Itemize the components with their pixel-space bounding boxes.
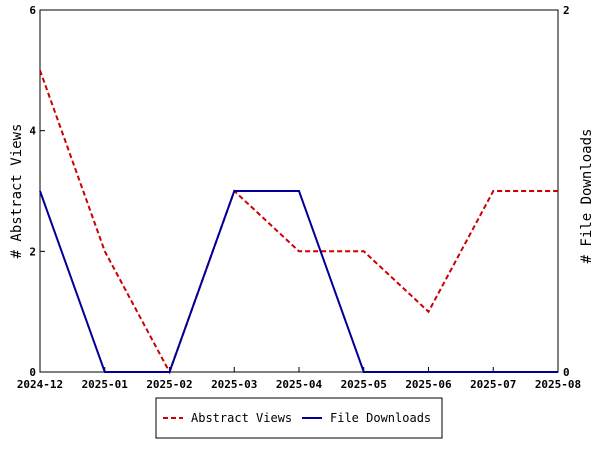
series-layer <box>39 69 558 375</box>
x-axis: 2024-12 2025-01 2025-02 2025-03 2025-04 2025-… <box>17 367 581 391</box>
y-tick-label: 2 <box>29 245 36 258</box>
y-tick-label: 4 <box>29 125 36 138</box>
x-tick-label: 2024-12 <box>17 378 63 391</box>
y-axis-title: # Abstract Views <box>9 124 25 259</box>
series-line-abstract-views <box>39 69 558 375</box>
x-tick-label: 2025-02 <box>146 378 192 391</box>
y-axis-left: 0 2 4 6 <box>29 4 45 379</box>
legend-box <box>155 397 443 439</box>
series-line-file-downloads <box>39 190 558 373</box>
legend-label-file-downloads: File Downloads <box>330 411 431 425</box>
x-tick-label: 2025-03 <box>211 378 257 391</box>
x-tick-label: 2025-07 <box>470 378 516 391</box>
x-tick-label: 2025-05 <box>341 378 387 391</box>
x-tick-label: 2025-08 <box>535 378 581 391</box>
x-tick-label: 2025-04 <box>276 378 323 391</box>
y2-tick-label: 2 <box>563 4 570 17</box>
x-tick-label: 2025-06 <box>405 378 452 391</box>
y2-axis-title: # File Downloads <box>579 129 595 264</box>
y2-tick-label: 0 <box>563 366 570 379</box>
legend-label-abstract-views: Abstract Views <box>191 411 292 425</box>
legend: Abstract Views File Downloads <box>155 397 443 439</box>
x-tick-label: 2025-01 <box>82 378 129 391</box>
y-tick-label: 0 <box>29 366 36 379</box>
y-tick-label: 6 <box>29 4 36 17</box>
